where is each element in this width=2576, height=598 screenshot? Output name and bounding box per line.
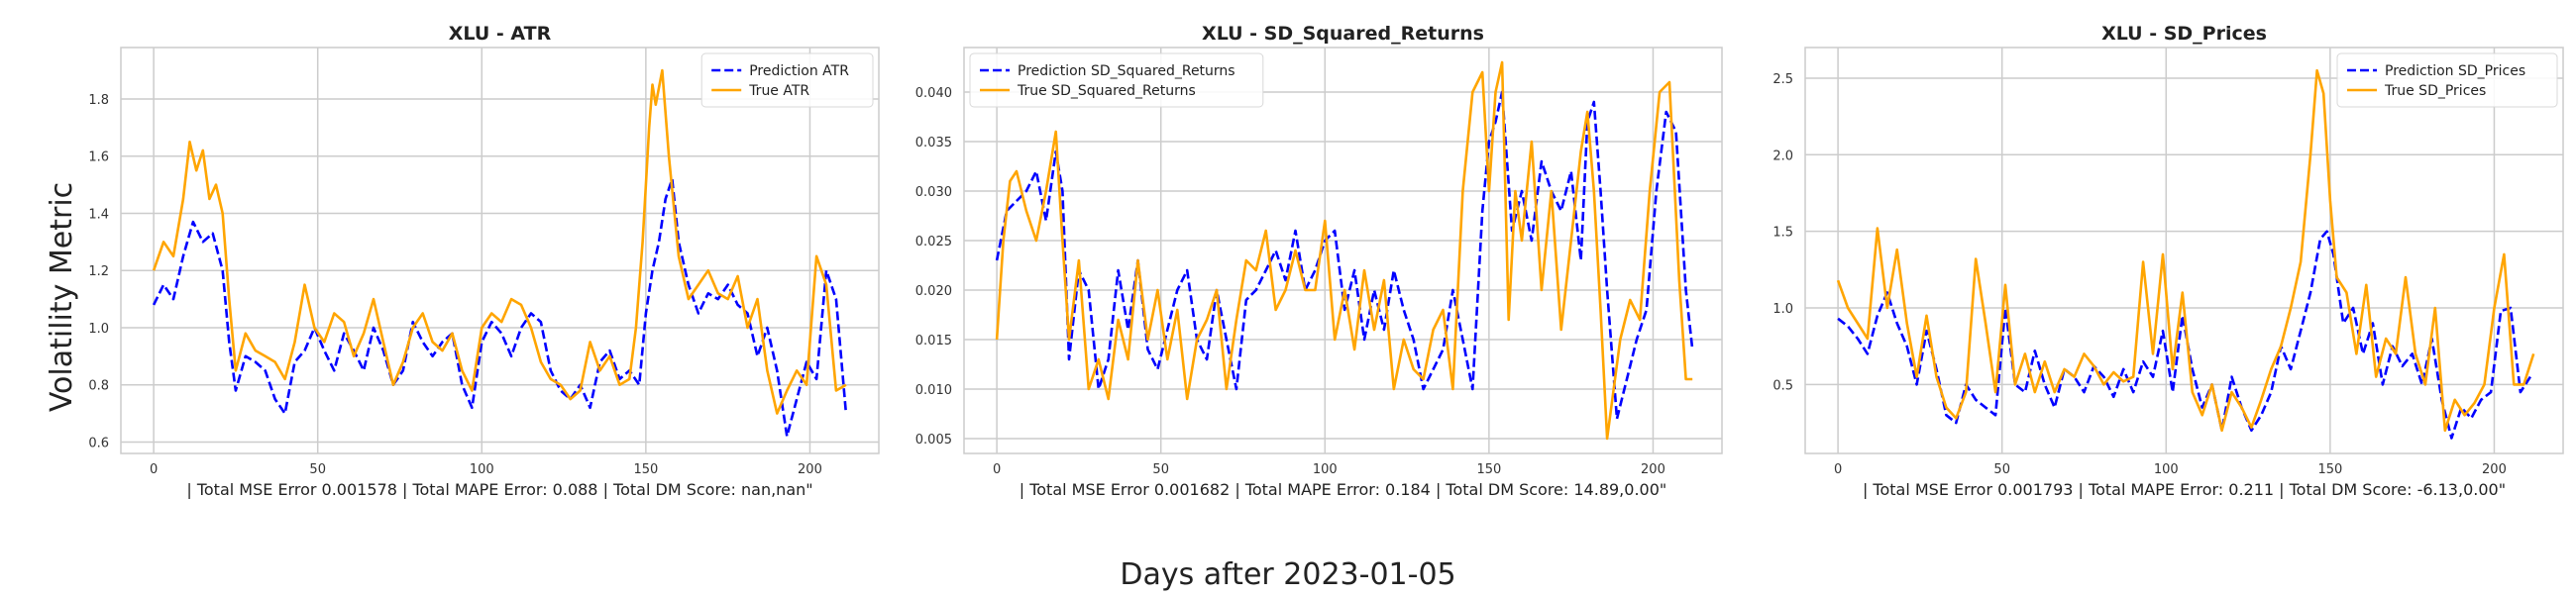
x-tick-label: 100 xyxy=(2154,462,2179,477)
x-tick-label: 0 xyxy=(150,462,158,477)
y-tick-label: 0.005 xyxy=(915,433,952,448)
series-line-prediction xyxy=(995,90,1694,421)
plot-area xyxy=(121,48,879,453)
legend-box xyxy=(969,52,1264,108)
x-tick-label: 50 xyxy=(309,462,326,477)
x-tick-label: 150 xyxy=(1476,462,1501,477)
plot-area xyxy=(964,48,1722,453)
x-tick-label: 0 xyxy=(993,462,1001,477)
y-tick-label: 0.8 xyxy=(88,379,109,394)
legend-entry: True ATR xyxy=(748,83,809,99)
y-tick-label: 1.6 xyxy=(88,150,109,165)
y-tick-label: 1.8 xyxy=(88,93,109,108)
y-tick-label: 0.010 xyxy=(915,383,952,398)
x-tick-label: 150 xyxy=(2317,462,2342,477)
x-tick-label: 50 xyxy=(1152,462,1169,477)
x-tick-label: 100 xyxy=(470,462,494,477)
plot-frame xyxy=(1804,47,2564,454)
figure-ylabel: Volatility Metric xyxy=(45,182,79,412)
legend-box xyxy=(700,52,874,108)
y-tick-label: 0.040 xyxy=(915,86,952,101)
chart-title: XLU - SD_Squared_Returns xyxy=(1202,23,1484,45)
legend-entry: Prediction ATR xyxy=(749,63,849,79)
y-tick-label: 1.4 xyxy=(88,207,109,222)
chart-panel-2: 0 50 100 150 200 0.005 0.010 0.015 0.020 0.025 0.0… xyxy=(915,23,1723,499)
plot-frame xyxy=(963,47,1723,454)
y-tick-label: 0.6 xyxy=(88,436,109,450)
figure-xlabel: Days after 2023-01-05 xyxy=(1120,557,1455,592)
y-tick-label: 0.015 xyxy=(915,334,952,349)
legend: Prediction ATR True ATR xyxy=(700,52,874,108)
chart-title: XLU - ATR xyxy=(449,23,552,45)
x-tick-label: 100 xyxy=(1313,462,1338,477)
chart-panel-3: 0 50 100 150 200 0.5 1.0 1.5 2.0 2.5 XLU - SD_Pric… xyxy=(1772,23,2564,499)
x-tick-label: 200 xyxy=(798,462,822,477)
x-tick-label: 200 xyxy=(1641,462,1665,477)
chart-xlabel: | Total MSE Error 0.001793 | Total MAPE … xyxy=(1863,480,2506,499)
y-tick-label: 2.0 xyxy=(1772,149,1793,163)
chart-xlabel: | Total MSE Error 0.001578 | Total MAPE … xyxy=(186,480,812,499)
plot-frame xyxy=(120,47,880,454)
chart-xlabel: | Total MSE Error 0.001682 | Total MAPE … xyxy=(1020,480,1667,499)
plot-area xyxy=(1805,48,2563,453)
legend-entry: Prediction SD_Prices xyxy=(2385,63,2525,79)
legend-entry: True SD_Squared_Returns xyxy=(1017,83,1196,99)
y-tick-label: 0.035 xyxy=(915,136,952,150)
y-tick-label: 1.5 xyxy=(1772,226,1793,241)
legend: Prediction SD_Prices True SD_Prices xyxy=(2336,52,2558,108)
y-tick-label: 0.020 xyxy=(915,284,952,299)
y-tick-label: 0.025 xyxy=(915,235,952,249)
legend-entry: Prediction SD_Squared_Returns xyxy=(1018,63,1235,79)
series-line-true xyxy=(1836,68,2535,433)
legend-box xyxy=(2336,52,2558,108)
y-tick-label: 1.0 xyxy=(88,322,109,337)
chart-title: XLU - SD_Prices xyxy=(2101,23,2267,45)
x-tick-label: 0 xyxy=(1834,462,1842,477)
series-line-prediction xyxy=(152,177,848,439)
chart-panel-1: 0 50 100 150 200 0.6 0.8 1.0 1.2 1.4 1.6 1.8 XLU - A… xyxy=(88,23,880,499)
x-tick-label: 50 xyxy=(1993,462,2010,477)
y-tick-label: 2.5 xyxy=(1772,72,1793,87)
y-tick-label: 1.0 xyxy=(1772,302,1793,317)
x-tick-label: 200 xyxy=(2482,462,2507,477)
series-line-true xyxy=(152,68,847,415)
y-tick-label: 1.2 xyxy=(88,264,109,279)
series-line-true xyxy=(995,60,1693,441)
legend: Prediction SD_Squared_Returns True SD_Squ… xyxy=(969,52,1264,108)
y-tick-label: 0.030 xyxy=(915,185,952,200)
y-tick-label: 0.5 xyxy=(1772,378,1793,393)
x-tick-label: 150 xyxy=(633,462,658,477)
legend-entry: True SD_Prices xyxy=(2384,83,2486,99)
